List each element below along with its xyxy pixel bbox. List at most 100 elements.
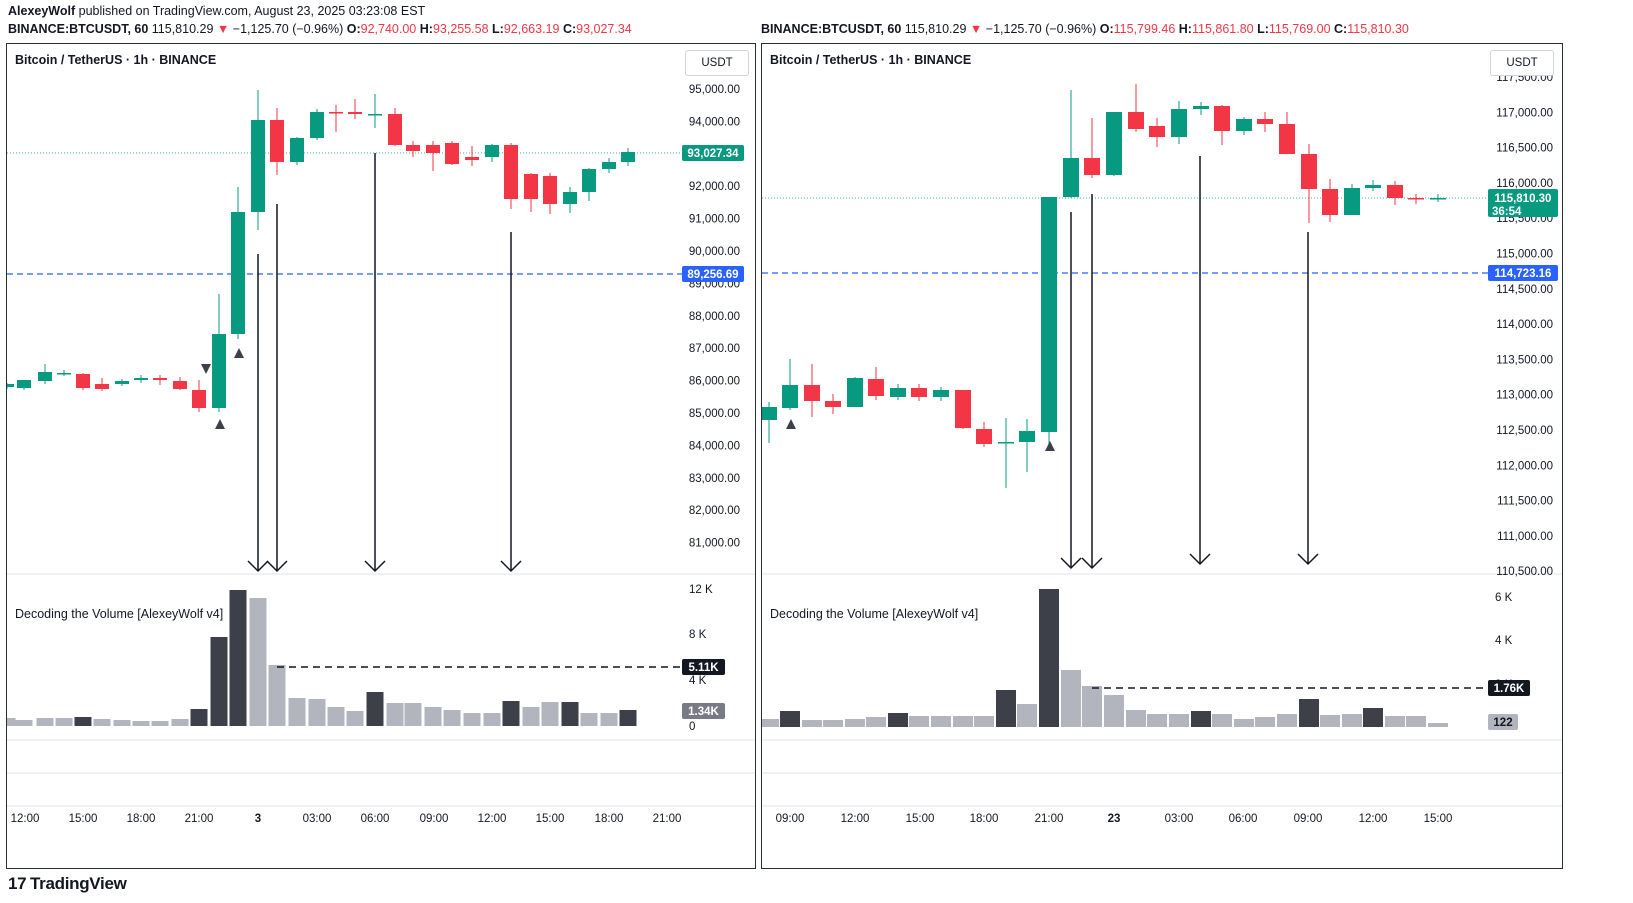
volume-bar: [15, 720, 33, 726]
candle-body: [1106, 112, 1122, 175]
down-arrow-icon: ▼: [216, 22, 230, 36]
left-chart-canvas[interactable]: 95,000.0094,000.0093,000.0092,000.0091,0…: [7, 44, 756, 869]
candle-body: [95, 384, 109, 389]
time-axis-tick: 12:00: [1359, 813, 1388, 825]
volume-bar: [483, 713, 501, 726]
right-chart-panel[interactable]: 117,500.00 117,000.00 116,500.00 116,000.00…: [761, 43, 1563, 869]
price-axis-tick: 111,000.00: [1497, 531, 1553, 543]
candle-body: [868, 379, 884, 396]
candle-body: [543, 176, 557, 204]
symbol-left: BINANCE:BTCUSDT, 60: [8, 22, 149, 36]
time-axis-tick: 03:00: [303, 813, 332, 825]
price-axis-tick: 83,000.00: [689, 473, 740, 485]
candle-body: [115, 381, 129, 384]
volume-bar: [1039, 589, 1059, 727]
candle-body: [976, 429, 992, 444]
candle-body: [762, 407, 777, 420]
time-axis-tick: 21:00: [185, 813, 214, 825]
candle-body: [1214, 106, 1230, 131]
candle-body: [17, 380, 31, 388]
candle-body: [621, 152, 635, 162]
price-axis-tick: 84,000.00: [689, 440, 740, 452]
volume-bar: [1234, 719, 1254, 727]
annotation-arrow-head: [1081, 557, 1103, 570]
volume-bar: [1277, 714, 1297, 727]
candle-body: [1408, 198, 1424, 200]
annotation-arrow-head: [1297, 553, 1319, 566]
buy-signal-icon: [786, 419, 796, 429]
price-axis-tick: 114,000.00: [1496, 319, 1553, 331]
candle-body: [7, 384, 14, 387]
time-axis-tick: 15:00: [1424, 813, 1453, 825]
annotation-arrow-head: [1189, 553, 1211, 566]
candle-body: [1171, 109, 1187, 137]
time-axis-tick: 06:00: [361, 813, 390, 825]
volume-bar: [7, 718, 16, 726]
volume-bar: [1082, 686, 1102, 727]
change-right: −1,125.70 (−0.96%): [985, 22, 1097, 36]
current-price-label: 93,027.34: [687, 148, 739, 160]
time-axis-tick: 18:00: [127, 813, 156, 825]
open-right: 115,799.46: [1113, 22, 1176, 36]
chart-title: Bitcoin / TetherUS · 1h · BINANCE: [15, 53, 217, 67]
time-axis-tick: 09:00: [420, 813, 449, 825]
price-axis-tick: 81,000.00: [689, 538, 740, 550]
volume-last-label: 122: [1493, 717, 1512, 729]
volume-bar: [974, 716, 994, 727]
volume-level-label: 1.76K: [1494, 683, 1525, 695]
volume-bar: [93, 719, 111, 726]
candle-body: [1236, 119, 1252, 131]
time-axis-tick: 21:00: [1035, 813, 1064, 825]
candle-body: [1019, 431, 1035, 442]
candle-body: [251, 120, 265, 212]
volume-bar: [346, 711, 364, 726]
volume-bar: [424, 707, 442, 726]
tradingview-logo[interactable]: 17 TradingView: [8, 874, 127, 894]
volume-last-label: 1.34K: [688, 706, 719, 718]
close-right: 115,810.30: [1347, 22, 1409, 36]
volume-bar: [113, 720, 131, 726]
price-axis-tick: 91,000.00: [689, 214, 740, 226]
annotation-arrow-head: [266, 560, 288, 573]
volume-bar: [1342, 714, 1362, 727]
candle-body: [290, 138, 304, 162]
volume-bar: [443, 710, 461, 726]
price-axis-tick: 82,000.00: [689, 505, 740, 517]
price-axis-tick: 94,000.00: [689, 116, 740, 128]
volume-bar: [210, 637, 228, 726]
candle-body: [1128, 112, 1144, 129]
volume-bar: [463, 713, 481, 726]
candle-body: [1279, 124, 1295, 154]
price-axis-tick: 116,500.00: [1496, 143, 1553, 155]
level-price-label-bg: [682, 266, 744, 282]
symbol-right: BINANCE:BTCUSDT, 60: [761, 22, 902, 36]
candle-body: [825, 401, 841, 407]
candle-body: [1322, 189, 1338, 215]
annotation-arrow-head: [247, 560, 269, 573]
volume-bar: [404, 703, 422, 726]
candle-body: [465, 157, 479, 160]
current-price-label: 115,810.30: [1495, 193, 1552, 205]
candle-body: [782, 385, 798, 408]
price-axis-tick: 114,500.00: [1496, 284, 1553, 296]
volume-bar: [55, 718, 73, 726]
volume-bar: [1169, 714, 1189, 727]
volume-bar: [762, 719, 779, 727]
indicator-title[interactable]: Decoding the Volume [AlexeyWolf v4]: [15, 607, 224, 621]
currency-unit-button[interactable]: USDT: [1490, 50, 1554, 76]
volume-bar: [1191, 711, 1211, 727]
indicator-title[interactable]: Decoding the Volume [AlexeyWolf v4]: [770, 607, 979, 621]
annotation-arrow-head: [500, 560, 522, 573]
price-axis-tick: 112,500.00: [1496, 425, 1553, 437]
high-label: H:: [1178, 22, 1192, 36]
currency-unit-button[interactable]: USDT: [685, 50, 749, 76]
author-name[interactable]: AlexeyWolf: [8, 4, 76, 18]
annotation-arrow-head: [364, 560, 386, 573]
close-left: 93,027.34: [576, 22, 632, 36]
volume-bar: [1385, 716, 1405, 727]
time-axis-tick: 15:00: [69, 813, 98, 825]
buy-signal-icon: [215, 419, 225, 429]
right-chart-canvas[interactable]: 117,500.00117,000.00116,500.00116,000.00…: [762, 44, 1563, 869]
published-text: published on TradingView.com, August 23,…: [75, 4, 426, 18]
left-chart-panel[interactable]: 95,000.0094,000.0093,000.0092,000.0091,0…: [6, 43, 756, 869]
